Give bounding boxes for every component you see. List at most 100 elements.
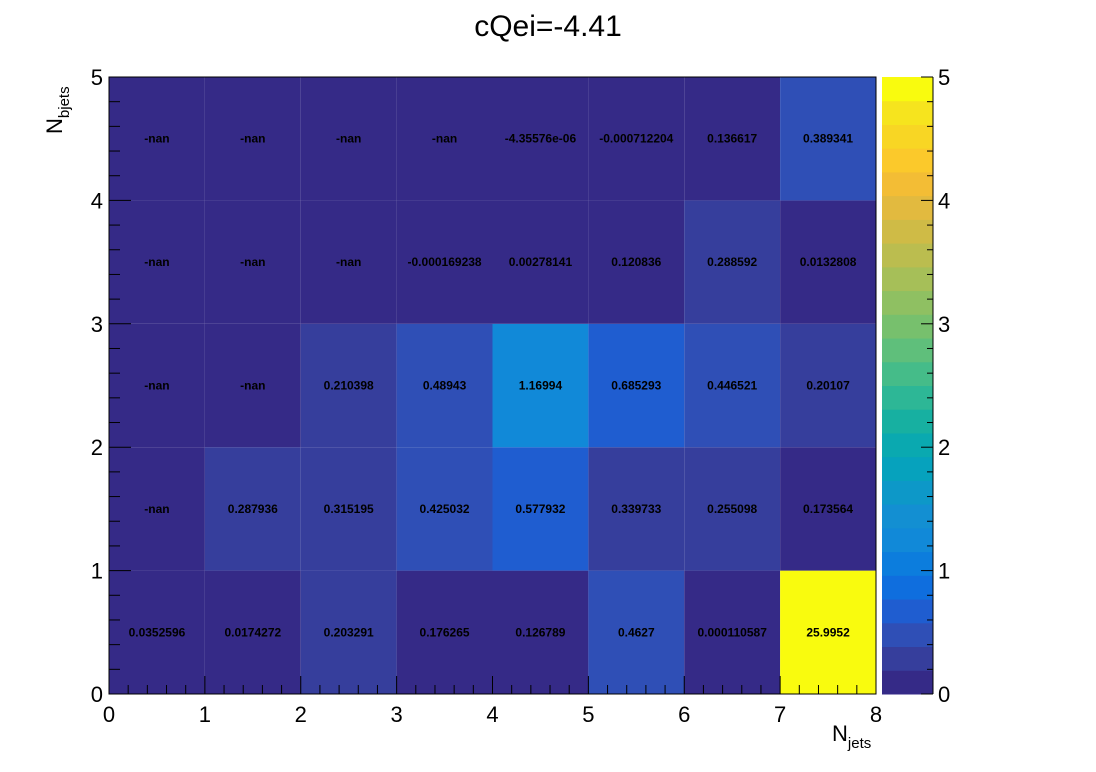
x-axis-title: Njets <box>832 721 871 752</box>
x-axis-title-sub: jets <box>847 735 871 752</box>
color-scale-band <box>882 361 933 386</box>
y-tick-label: 3 <box>91 312 103 337</box>
heatmap-cell-2-2 <box>300 323 397 448</box>
cell-value-label: 0.425032 <box>420 502 470 516</box>
cell-value-label: -nan <box>240 255 265 269</box>
heatmap-cell-2-4 <box>492 323 589 448</box>
heatmap-cell-0-1 <box>204 570 301 694</box>
color-scale-label: 4 <box>938 188 950 213</box>
color-scale-label: 1 <box>938 559 950 584</box>
color-scale-band <box>882 171 933 197</box>
cell-value-label: 0.20107 <box>806 379 850 393</box>
cell-value-label: 0.288592 <box>707 255 757 269</box>
color-scale-band <box>882 124 933 149</box>
cell-value-label: 0.203291 <box>324 625 374 639</box>
heatmap-cell-4-4 <box>492 77 589 201</box>
heatmap-cell-2-1 <box>204 323 301 448</box>
color-scale-band <box>882 551 933 576</box>
cell-value-label: 0.0174272 <box>224 625 281 639</box>
color-scale-band <box>882 243 933 268</box>
y-axis-title-sub: bjets <box>56 86 73 118</box>
color-scale-band <box>882 409 933 434</box>
cell-value-label: -nan <box>240 132 265 146</box>
color-scale-band <box>882 622 933 648</box>
x-tick-label: 3 <box>391 702 403 727</box>
x-tick-label: 0 <box>103 702 115 727</box>
cell-value-label: -0.000712204 <box>599 132 673 146</box>
heatmap-cell-0-3 <box>396 570 493 694</box>
cell-value-label: 0.0352596 <box>129 625 186 639</box>
cell-value-label: 0.577932 <box>515 502 565 516</box>
heatmap-cell-4-1 <box>204 77 301 201</box>
heatmap-cell-4-5 <box>588 77 685 201</box>
heatmap-cell-3-4 <box>492 200 589 324</box>
cell-value-label: 0.446521 <box>707 379 757 393</box>
cell-value-label: 25.9952 <box>806 625 850 639</box>
x-tick-label: 7 <box>774 702 786 727</box>
heatmap-cell-labels: 0.0352596 0.0174272 0.203291 0.176265 0.1267… <box>129 132 857 640</box>
heatmap-cell-1-1 <box>204 447 301 571</box>
color-scale-band <box>882 266 933 292</box>
cell-value-label: 0.4627 <box>618 625 655 639</box>
cell-value-label: 0.00278141 <box>509 255 573 269</box>
heatmap-cell-4-0 <box>109 77 205 201</box>
y-tick-label: 5 <box>91 65 103 90</box>
color-scale-band <box>882 148 933 173</box>
heatmap-cell-0-5 <box>588 570 685 694</box>
heatmap-cell-3-6 <box>684 200 781 324</box>
cell-value-label: 0.287936 <box>228 502 278 516</box>
cell-value-label: -nan <box>144 132 169 146</box>
color-scale-band <box>882 670 933 695</box>
color-scale-band <box>882 314 933 339</box>
y-tick-label: 2 <box>91 435 103 460</box>
color-scale-band <box>882 338 933 363</box>
color-scale-band <box>882 504 933 529</box>
heatmap-cell-4-6 <box>684 77 781 201</box>
chart-title: cQei=-4.41 <box>474 10 622 43</box>
color-scale-label: 5 <box>938 65 950 90</box>
cell-value-label: -0.000169238 <box>408 255 482 269</box>
color-scale-band <box>882 646 933 671</box>
y-tick-label: 1 <box>91 559 103 584</box>
cell-value-label: -nan <box>336 132 361 146</box>
heatmap-cell-2-3 <box>396 323 493 448</box>
color-scale-label: 3 <box>938 312 950 337</box>
heatmap-cell-2-7 <box>780 323 876 448</box>
heatmap-cell-1-0 <box>109 447 205 571</box>
x-axis-title-main: N <box>832 721 848 746</box>
cell-value-label: -4.35576e-06 <box>505 132 577 146</box>
cell-value-label: 0.315195 <box>324 502 374 516</box>
x-tick-label: 8 <box>870 702 882 727</box>
x-tick-label: 5 <box>582 702 594 727</box>
heatmap-cell-0-7 <box>780 570 876 694</box>
heatmap-cell-1-2 <box>300 447 397 571</box>
color-scale-band <box>882 599 933 624</box>
heatmap-cell-1-4 <box>492 447 589 571</box>
cell-value-label: -nan <box>240 379 265 393</box>
x-tick-label: 6 <box>678 702 690 727</box>
heatmap-cell-0-2 <box>300 570 397 694</box>
cell-value-label: 0.000110587 <box>697 625 767 639</box>
x-tick-label: 1 <box>199 702 211 727</box>
heatmap-cell-3-1 <box>204 200 301 324</box>
cell-value-label: 0.48943 <box>423 379 467 393</box>
cell-value-label: 0.126789 <box>515 625 565 639</box>
cell-value-label: 0.0132808 <box>800 255 857 269</box>
heatmap-cell-3-3 <box>396 200 493 324</box>
color-scale-band <box>882 575 933 600</box>
cell-value-label: -nan <box>336 255 361 269</box>
color-scale-band <box>882 480 933 505</box>
cell-value-label: -nan <box>144 255 169 269</box>
cell-value-label: 0.176265 <box>420 625 470 639</box>
cell-value-label: 0.136617 <box>707 132 757 146</box>
cell-value-label: 0.120836 <box>611 255 661 269</box>
heatmap-cell-4-7 <box>780 77 876 201</box>
heatmap-cell-1-6 <box>684 447 781 571</box>
y-tick-label: 0 <box>91 682 103 707</box>
color-scale-band <box>882 527 933 553</box>
color-scale-band <box>882 219 933 244</box>
cell-value-label: -nan <box>144 502 169 516</box>
x-tick-label: 4 <box>486 702 498 727</box>
color-scale-band <box>882 100 933 125</box>
